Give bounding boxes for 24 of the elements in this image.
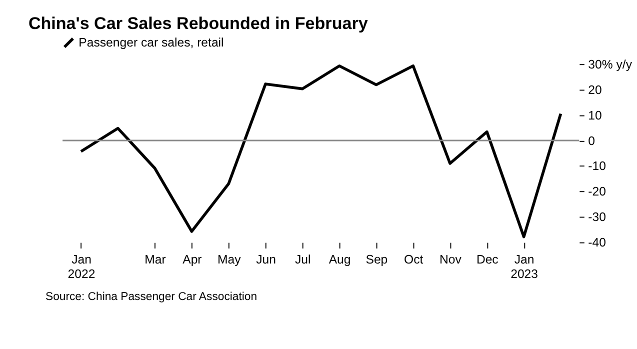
- y-tick-label: 10: [588, 108, 602, 122]
- y-tick-label: 30% y/y: [588, 57, 633, 72]
- x-tick-label: Sep: [366, 252, 388, 267]
- y-tick-label: 0: [588, 134, 596, 148]
- x-tick-label: May: [217, 252, 242, 267]
- x-tick-label: Jan 2023: [510, 252, 538, 281]
- y-tick-label: -20: [588, 184, 606, 199]
- y-tick-label: -40: [588, 236, 606, 250]
- x-tick-label: Jul: [295, 252, 311, 267]
- line-series: [80, 64, 562, 238]
- y-tick-label: -10: [588, 159, 606, 174]
- chart-title: China's Car Sales Rebounded in February: [28, 14, 368, 34]
- legend-label: Passenger car sales, retail: [78, 36, 224, 50]
- y-tick-label: -30: [588, 210, 606, 224]
- source-note: Source: China Passenger Car Association: [46, 291, 258, 304]
- y-tick-label: 20: [588, 82, 602, 97]
- x-tick-label: Jun: [256, 252, 276, 267]
- x-tick-label: Jan 2022: [68, 252, 96, 281]
- x-tick-label: Nov: [440, 252, 462, 267]
- x-tick-label: Apr: [182, 252, 202, 267]
- x-tick-label: Dec: [476, 252, 498, 267]
- x-tick-label: Aug: [328, 252, 351, 267]
- x-tick-label: Mar: [144, 252, 166, 267]
- x-tick-label: Oct: [404, 252, 424, 267]
